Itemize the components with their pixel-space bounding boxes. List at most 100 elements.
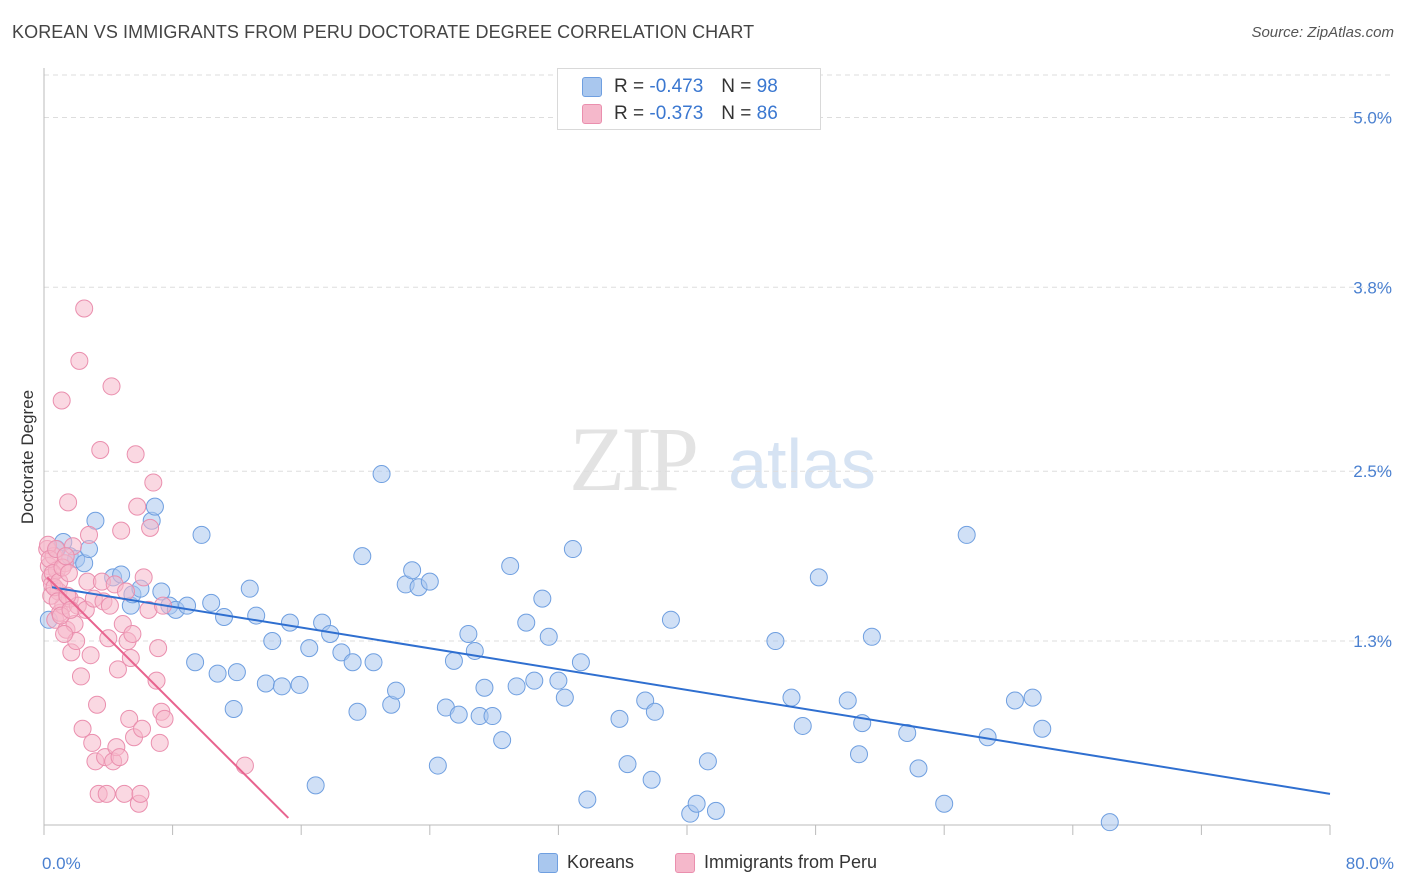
y-tick-label: 3.8% (1353, 278, 1392, 297)
peru-point (97, 784, 116, 803)
korean-point (353, 547, 372, 566)
peru-point (59, 564, 78, 583)
watermark-zip: ZIP (569, 408, 696, 510)
korean-point (387, 681, 406, 700)
korean-point (661, 610, 680, 629)
legend-row-korean: R = -0.473 N = 98 (582, 75, 778, 99)
peru-point (91, 441, 110, 459)
gridlines (44, 74, 1392, 642)
source-label: Source: ZipAtlas.com (1251, 24, 1394, 41)
korean-point (571, 653, 590, 672)
korean-point (263, 632, 282, 651)
korean-point (645, 702, 664, 721)
korean-point (192, 525, 211, 544)
x-tick-label: 80.0% (1346, 854, 1394, 873)
legend-item-peru[interactable]: Immigrants from Peru (675, 852, 877, 873)
korean-point (444, 651, 463, 670)
series-legend: Koreans Immigrants from Peru (0, 852, 1406, 878)
korean-point (687, 794, 706, 813)
korean-point (202, 593, 221, 612)
korean-point (1005, 691, 1024, 710)
peru-point (121, 649, 140, 668)
korean-point (272, 677, 291, 696)
peru-point (59, 493, 78, 512)
korean-point (483, 707, 502, 726)
peru-r-value: -0.373 (649, 103, 704, 124)
korean-point (549, 671, 568, 690)
peru-point (144, 473, 163, 492)
korean-point (145, 497, 164, 516)
legend-swatch-peru (675, 852, 695, 873)
korean-point (935, 794, 954, 813)
peru-n-value: 86 (756, 103, 778, 124)
korean-point (343, 653, 362, 672)
korean-point (449, 705, 468, 724)
legend-item-koreans[interactable]: Koreans (538, 852, 634, 873)
korean-point (782, 688, 801, 707)
stats-legend: R = -0.473 N = 98 R = -0.373 N = 86 (557, 68, 821, 130)
korean-point (1100, 813, 1119, 832)
korean-point (618, 755, 637, 774)
peru-point (88, 695, 107, 714)
peru-point (123, 624, 142, 643)
korean-point (332, 643, 351, 662)
korean-point (555, 688, 574, 707)
legend-swatch-koreans (538, 852, 558, 873)
peru-points (38, 299, 254, 813)
korean-point (533, 589, 552, 608)
korean-point (793, 716, 812, 735)
korean-point (364, 653, 383, 672)
peru-point (108, 660, 127, 679)
peru-point (150, 733, 169, 752)
korean-point (501, 557, 520, 576)
korean-swatch (582, 77, 602, 97)
peru-point (128, 497, 147, 516)
korean-r-value: -0.473 (649, 76, 704, 97)
korean-point (240, 579, 259, 598)
korean-point (280, 613, 299, 632)
y-tick-label: 1.3% (1353, 632, 1392, 651)
korean-point (706, 801, 725, 820)
korean-point (372, 465, 391, 484)
korean-point (698, 752, 717, 771)
x-tick-label: 0.0% (42, 854, 81, 873)
peru-point (100, 596, 119, 615)
y-tick-label: 2.5% (1353, 462, 1392, 481)
korean-point (1023, 688, 1042, 707)
legend-label-peru: Immigrants from Peru (704, 852, 878, 872)
korean-point (300, 639, 319, 658)
peru-swatch (582, 104, 602, 124)
peru-n-label: N = (721, 103, 752, 124)
korean-point (493, 731, 512, 750)
peru-point (83, 733, 102, 752)
peru-point (55, 624, 74, 643)
korean-point (838, 691, 857, 710)
watermark-atlas: atlas (728, 425, 876, 503)
y-tick-label: 5.0% (1353, 108, 1392, 127)
peru-point (131, 784, 150, 803)
korean-point (610, 709, 629, 728)
korean-point (909, 759, 928, 778)
trend-lines (46, 576, 1331, 819)
peru-trend-line (46, 576, 290, 819)
korean-point (256, 674, 275, 693)
peru-point (112, 521, 131, 540)
korean-point (517, 613, 536, 632)
peru-point (147, 671, 166, 690)
korean-point (507, 677, 526, 696)
korean-point (475, 678, 494, 697)
korean-n-label: N = (721, 76, 752, 97)
legend-label-koreans: Koreans (567, 852, 635, 872)
peru-point (120, 709, 139, 728)
peru-point (126, 445, 145, 464)
peru-point (52, 391, 71, 410)
korean-point (539, 627, 558, 646)
korean-point (957, 525, 976, 544)
korean-point (186, 653, 205, 672)
chart-title: KOREAN VS IMMIGRANTS FROM PERU DOCTORATE… (12, 22, 755, 42)
y-axis-label: Doctorate Degree (18, 390, 37, 524)
peru-point (73, 719, 92, 738)
peru-point (71, 667, 90, 686)
korean-point (563, 540, 582, 559)
